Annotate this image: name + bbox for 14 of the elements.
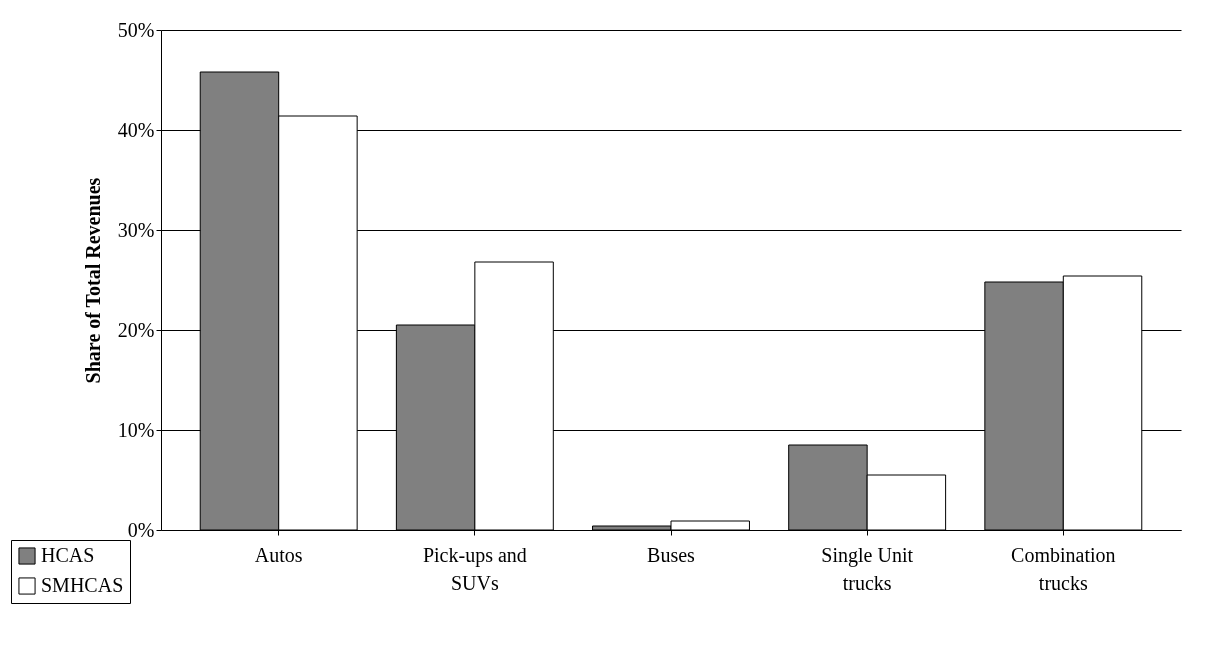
- y-tick-label: 20%: [117, 318, 155, 341]
- y-tick-label: 40%: [117, 118, 155, 141]
- x-tick-label: Buses: [647, 543, 696, 566]
- y-tick-label: 50%: [117, 18, 155, 41]
- x-tick-label: Combination trucks: [1011, 543, 1116, 594]
- y-axis-title: Share of Total Revenues: [81, 177, 104, 384]
- x-tick-label: Pick-ups and SUVs: [422, 543, 527, 594]
- x-tick-label: Autos: [254, 543, 303, 566]
- y-tick-label: 10%: [117, 418, 155, 441]
- x-tick-label: Single Unit trucks: [821, 543, 914, 594]
- y-tick-label: 30%: [117, 218, 155, 241]
- y-tick-label: 0%: [127, 518, 155, 541]
- legend-label: HCAS: [41, 544, 95, 566]
- legend-label: SMHCAS: [41, 574, 124, 596]
